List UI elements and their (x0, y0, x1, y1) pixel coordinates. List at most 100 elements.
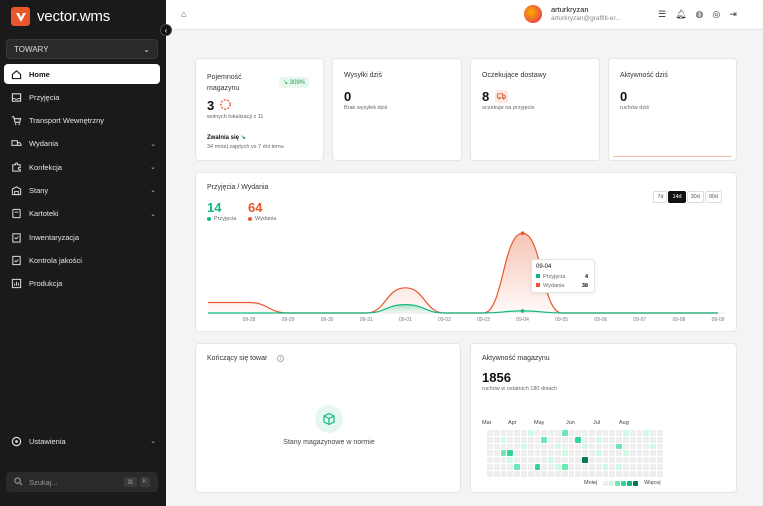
sidebar-item-home[interactable]: Home (4, 64, 160, 84)
heatmap-cell[interactable] (534, 457, 541, 463)
heatmap-cell[interactable] (643, 470, 650, 477)
sidebar-item-stany[interactable]: Stany ⌄ (4, 180, 160, 200)
heatmap-cell[interactable] (616, 443, 622, 450)
heatmap-cell[interactable] (487, 470, 493, 477)
heatmap-cell[interactable] (548, 450, 554, 457)
heatmap-cell[interactable] (568, 443, 575, 450)
sidebar-item-kartoteki[interactable]: Kartoteki ⌄ (4, 204, 160, 224)
heatmap-cell[interactable] (636, 436, 643, 443)
flow-chart[interactable]: 09-28 09-29 09-30 09-31 09-01 09-02 09-03 09-04… (196, 173, 738, 333)
heatmap-cell[interactable] (657, 457, 663, 463)
heatmap-cell[interactable] (636, 457, 643, 463)
heatmap-cell[interactable] (534, 464, 541, 470)
info-icon[interactable]: i (277, 355, 285, 362)
heatmap-cell[interactable] (568, 436, 575, 443)
heatmap-cell[interactable] (575, 436, 582, 443)
heatmap-cell[interactable] (636, 443, 643, 450)
heatmap-cell[interactable] (534, 450, 541, 457)
heatmap-cell[interactable] (541, 470, 548, 477)
heatmap-cell[interactable] (629, 430, 636, 436)
heatmap-cell[interactable] (609, 470, 616, 477)
heatmap-cell[interactable] (487, 450, 493, 457)
heatmap-cell[interactable] (623, 450, 629, 457)
heatmap-cell[interactable] (507, 443, 514, 450)
heatmap-cell[interactable] (616, 464, 622, 470)
heatmap-cell[interactable] (657, 436, 663, 443)
heatmap-cell[interactable] (609, 430, 616, 436)
heatmap-cell[interactable] (493, 430, 500, 436)
heatmap-cell[interactable] (548, 470, 554, 477)
heatmap-cell[interactable] (555, 450, 561, 457)
heatmap-cell[interactable] (582, 436, 588, 443)
heatmap-cell[interactable] (487, 464, 493, 470)
heatmap-cell[interactable] (595, 464, 602, 470)
heatmap-cell[interactable] (541, 430, 548, 436)
heatmap-cell[interactable] (507, 436, 514, 443)
heatmap-cell[interactable] (616, 436, 622, 443)
heatmap-cell[interactable] (561, 443, 568, 450)
heatmap-cell[interactable] (589, 443, 595, 450)
heatmap-cell[interactable] (555, 430, 561, 436)
heatmap-cell[interactable] (629, 443, 636, 450)
heatmap-cell[interactable] (657, 470, 663, 477)
heatmap-cell[interactable] (493, 450, 500, 457)
heatmap-cell[interactable] (616, 450, 622, 457)
heatmap-cell[interactable] (507, 457, 514, 463)
heatmap-cell[interactable] (589, 464, 595, 470)
range-7d-button[interactable]: 7d (653, 191, 668, 203)
heatmap-cell[interactable] (500, 457, 507, 463)
heatmap-cell[interactable] (643, 430, 650, 436)
heatmap-cell[interactable] (521, 450, 527, 457)
heatmap-cell[interactable] (616, 430, 622, 436)
heatmap-cell[interactable] (650, 430, 656, 436)
heatmap-cell[interactable] (616, 470, 622, 477)
heatmap-cell[interactable] (609, 436, 616, 443)
sidebar-item-przyjecia[interactable]: Przyjęcia (4, 87, 160, 107)
heatmap-cell[interactable] (561, 450, 568, 457)
heatmap-cell[interactable] (595, 457, 602, 463)
heatmap-cell[interactable] (514, 457, 520, 463)
heatmap-cell[interactable] (636, 464, 643, 470)
heatmap-cell[interactable] (521, 464, 527, 470)
heatmap-cell[interactable] (589, 430, 595, 436)
heatmap-cell[interactable] (595, 436, 602, 443)
heatmap-cell[interactable] (534, 470, 541, 477)
heatmap-cell[interactable] (487, 430, 493, 436)
heatmap-cell[interactable] (561, 464, 568, 470)
heatmap-cell[interactable] (527, 443, 534, 450)
heatmap-cell[interactable] (629, 470, 636, 477)
heatmap-cell[interactable] (527, 457, 534, 463)
heatmap-cell[interactable] (575, 430, 582, 436)
heatmap-cell[interactable] (568, 430, 575, 436)
heatmap-cell[interactable] (534, 430, 541, 436)
heatmap-cell[interactable] (514, 470, 520, 477)
range-14d-button[interactable]: 14d (668, 191, 686, 203)
heatmap-cell[interactable] (643, 443, 650, 450)
heatmap-cell[interactable] (493, 464, 500, 470)
breadcrumb-home-icon[interactable]: ⌂ (181, 9, 187, 19)
heatmap-cell[interactable] (629, 457, 636, 463)
heatmap-cell[interactable] (487, 443, 493, 450)
heatmap-cell[interactable] (609, 464, 616, 470)
heatmap-cell[interactable] (534, 436, 541, 443)
heatmap-cell[interactable] (521, 470, 527, 477)
heatmap-cell[interactable] (623, 470, 629, 477)
heatmap-cell[interactable] (541, 443, 548, 450)
heatmap-cell[interactable] (527, 470, 534, 477)
heatmap-cell[interactable] (602, 470, 609, 477)
heatmap-cell[interactable] (514, 443, 520, 450)
heatmap-cell[interactable] (602, 443, 609, 450)
heatmap-cell[interactable] (589, 457, 595, 463)
heatmap-cell[interactable] (623, 430, 629, 436)
heatmap-cell[interactable] (487, 457, 493, 463)
heatmap-cell[interactable] (602, 430, 609, 436)
heatmap-cell[interactable] (589, 450, 595, 457)
heatmap-cell[interactable] (582, 450, 588, 457)
heatmap-cell[interactable] (493, 470, 500, 477)
heatmap-cell[interactable] (555, 464, 561, 470)
heatmap-cell[interactable] (555, 443, 561, 450)
heatmap-cell[interactable] (568, 457, 575, 463)
heatmap-cell[interactable] (548, 436, 554, 443)
heatmap-cell[interactable] (507, 450, 514, 457)
heatmap-cell[interactable] (589, 470, 595, 477)
